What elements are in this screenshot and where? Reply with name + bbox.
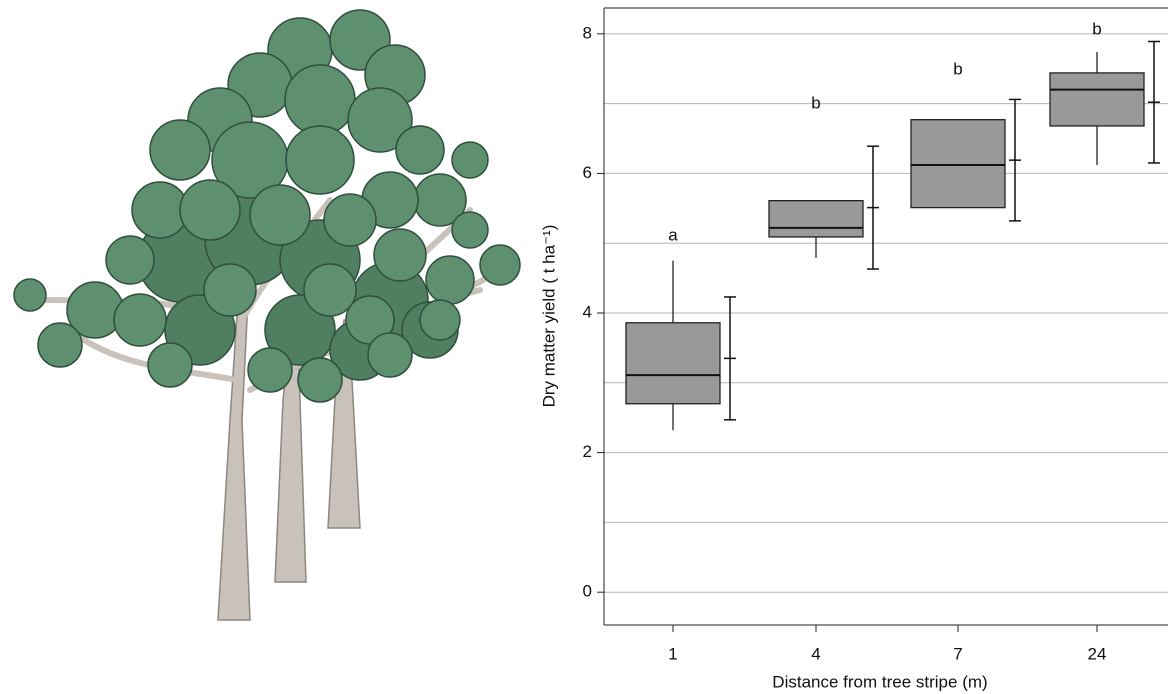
x-axis-label: Distance from tree stripe (m) — [772, 672, 987, 691]
tree-illustration — [14, 10, 520, 620]
y-tick-label: 2 — [583, 442, 592, 461]
y-tick-label: 6 — [583, 163, 592, 182]
figure: Distance from tree stripe (m) Dry matter… — [0, 0, 1168, 694]
x-tick-label: 7 — [953, 644, 962, 663]
annotation: a — [668, 225, 678, 244]
box — [769, 201, 863, 237]
x-tick-label: 24 — [1088, 644, 1107, 663]
y-axis-label: Dry matter yield ( t ha⁻¹) — [539, 225, 558, 408]
box — [1050, 73, 1144, 126]
x-tick-label: 1 — [668, 644, 677, 663]
annotation: b — [811, 93, 820, 112]
annotation: b — [1092, 19, 1101, 38]
y-tick-label: 0 — [583, 582, 592, 601]
annotation: b — [953, 59, 962, 78]
y-tick-label: 4 — [583, 302, 592, 321]
box — [626, 323, 720, 404]
x-tick-label: 4 — [811, 644, 820, 663]
y-tick-label: 8 — [583, 23, 592, 42]
box — [911, 120, 1005, 208]
